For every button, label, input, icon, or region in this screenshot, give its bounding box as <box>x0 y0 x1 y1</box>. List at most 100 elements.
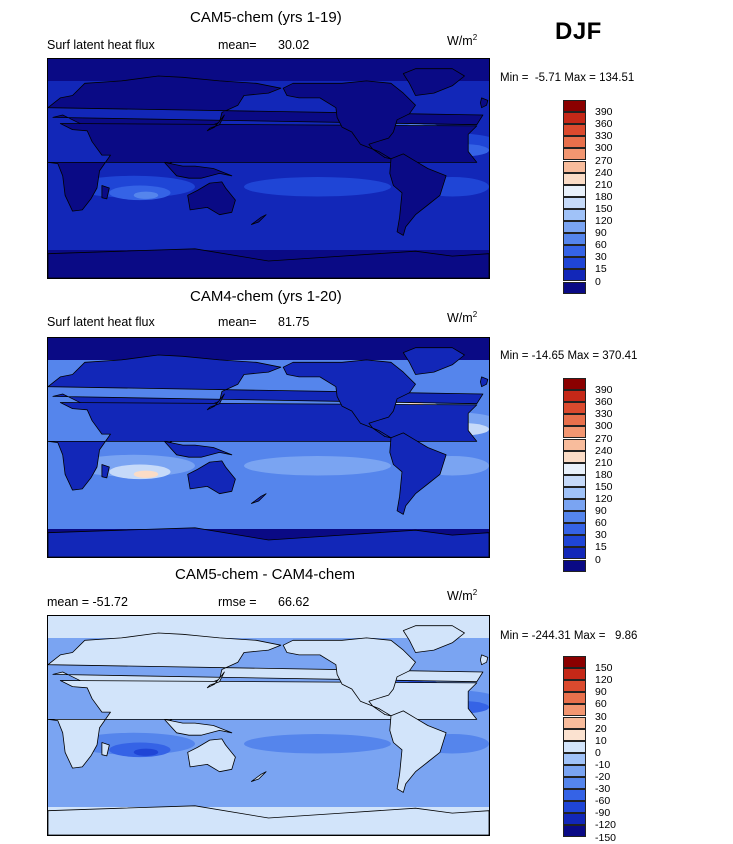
colorbar-swatch <box>563 124 586 137</box>
continent-outline <box>251 493 267 504</box>
flux-contour <box>244 734 391 754</box>
continent-outline <box>402 625 465 653</box>
variable-label: Surf latent heat flux <box>47 315 155 329</box>
colorbar-swatch <box>563 245 586 258</box>
colorbar-tick-label: 30 <box>595 251 607 264</box>
continent-outline <box>164 162 233 179</box>
colorbar-tick-label: 210 <box>595 456 613 469</box>
continent-outline <box>389 153 447 236</box>
colorbar-tick-label: 240 <box>595 166 613 179</box>
colorbar-tick-label: 90 <box>595 227 607 240</box>
continent-outline <box>206 671 225 689</box>
colorbar-tick-label: 30 <box>595 529 607 542</box>
polar-band <box>48 616 489 638</box>
colorbar-swatch <box>563 777 586 790</box>
colorbar-swatch <box>563 378 586 391</box>
colorbar-tick-label: 15 <box>595 263 607 276</box>
colorbar-swatch <box>563 257 586 270</box>
colorbar-tick-label: -10 <box>595 758 611 771</box>
colorbar-swatch <box>563 233 586 246</box>
continent-outline <box>101 185 110 200</box>
continent-outline <box>480 654 489 666</box>
colorbar-swatch <box>563 486 586 499</box>
units-label: W/m2 <box>447 588 478 604</box>
colorbar-tick-label: 390 <box>595 106 613 119</box>
colorbar-tick-label: 360 <box>595 118 613 131</box>
colorbar-tick-label: 330 <box>595 130 613 143</box>
panel-title: CAM5-chem (yrs 1-19) <box>190 9 342 26</box>
colorbar-tick-label: 0 <box>595 553 601 566</box>
continent-outline <box>282 637 416 717</box>
continent-outline <box>389 432 447 515</box>
season-label: DJF <box>555 18 602 45</box>
colorbar-tick-label: 60 <box>595 239 607 252</box>
continent-outline <box>402 347 465 375</box>
continent-outline <box>206 393 225 411</box>
colorbar-tick-label: 120 <box>595 493 613 505</box>
colorbar-tick-label: 180 <box>595 468 613 481</box>
colorbar-tick-label: 210 <box>595 178 613 191</box>
continent-outline <box>282 80 416 160</box>
colorbar-tick-label: 20 <box>595 722 607 735</box>
colorbar-tick-label: -30 <box>595 783 611 796</box>
colorbar-swatch <box>563 680 586 693</box>
world-map <box>48 616 489 835</box>
continent-outline <box>251 214 267 225</box>
colorbar-swatch <box>563 752 586 765</box>
world-map <box>48 338 489 557</box>
colorbar-swatch <box>563 474 586 487</box>
world-map <box>48 59 489 278</box>
colorbar-tick-label: 60 <box>595 698 607 711</box>
colorbar-tick-label: 270 <box>595 154 613 167</box>
colorbar-tick-label: 120 <box>595 215 613 227</box>
colorbar-swatch <box>563 704 586 717</box>
colorbar-swatch <box>563 148 586 161</box>
colorbar-swatch <box>563 281 586 294</box>
continent-outline <box>48 527 489 557</box>
colorbar-swatch <box>563 196 586 209</box>
colorbar-swatch <box>563 402 586 415</box>
colorbar-swatch <box>563 825 586 838</box>
flux-contour <box>244 177 391 197</box>
colorbar-swatch <box>563 426 586 439</box>
colorbar-tick-label: 15 <box>595 541 607 554</box>
colorbar-tick-label: 150 <box>595 480 613 493</box>
min-max-label: Min = -14.65 Max = 370.41 <box>500 350 638 362</box>
continent-outline <box>101 464 110 479</box>
units-label: W/m2 <box>447 33 478 49</box>
mean-label: mean = -51.72 <box>47 595 128 609</box>
colorbar-tick-label: 330 <box>595 408 613 421</box>
colorbar-swatch <box>563 390 586 403</box>
colorbar-swatch <box>563 499 586 512</box>
continent-outline <box>480 376 489 388</box>
colorbar-swatch <box>563 450 586 463</box>
colorbar-tick-label: -20 <box>595 771 611 783</box>
min-max-label: Min = -5.71 Max = 134.51 <box>500 72 635 84</box>
mean-value: 30.02 <box>278 38 310 52</box>
colorbar-tick-label: 390 <box>595 384 613 397</box>
colorbar-swatch <box>563 692 586 705</box>
colorbar-tick-label: -120 <box>595 819 617 832</box>
colorbar-swatch <box>563 656 586 669</box>
variable-label: Surf latent heat flux <box>47 38 155 52</box>
colorbar-swatch <box>563 172 586 185</box>
continent-outline <box>48 248 489 278</box>
flux-contour <box>133 748 159 756</box>
continent-outline <box>402 68 465 96</box>
colorbar-swatch <box>563 221 586 234</box>
panel-title: CAM4-chem (yrs 1-20) <box>190 288 342 305</box>
colorbar-tick-label: 150 <box>595 662 613 675</box>
colorbar-swatch <box>563 462 586 475</box>
colorbar-swatch <box>563 813 586 826</box>
colorbar-swatch <box>563 414 586 427</box>
map-plot <box>47 615 490 836</box>
colorbar-swatch <box>563 668 586 681</box>
colorbar-swatch <box>563 716 586 729</box>
rmse-value: 66.62 <box>278 595 310 609</box>
colorbar-swatch <box>563 801 586 814</box>
continent-outline <box>389 710 447 793</box>
colorbar-tick-label: 90 <box>595 686 607 699</box>
colorbar-swatch <box>563 511 586 524</box>
colorbar-tick-label: 120 <box>595 674 613 687</box>
continent-outline <box>251 771 267 782</box>
